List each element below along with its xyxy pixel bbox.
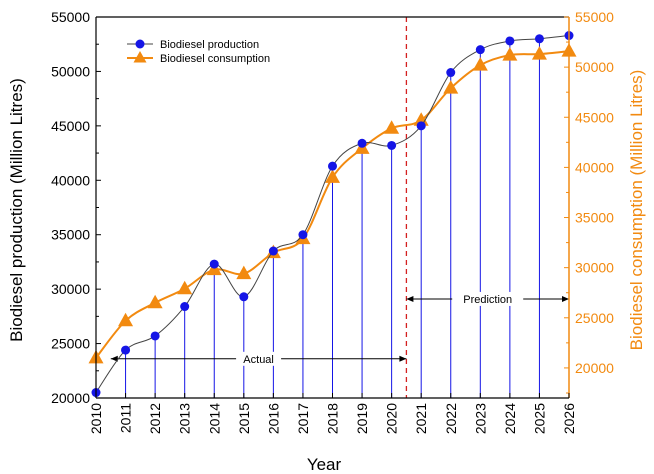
right-tick-label: 35000 bbox=[575, 210, 614, 226]
consumption-point bbox=[413, 112, 429, 126]
left-tick-label: 20000 bbox=[51, 390, 90, 406]
annotation-prediction: Prediction bbox=[406, 291, 569, 306]
x-tick-label: 2016 bbox=[265, 403, 281, 434]
consumption-point bbox=[147, 294, 163, 309]
right-tick-label: 20000 bbox=[575, 360, 614, 376]
x-axis-title: Year bbox=[307, 455, 342, 474]
consumption-point bbox=[177, 280, 193, 295]
production-point bbox=[150, 331, 160, 341]
right-tick-label: 30000 bbox=[575, 260, 614, 276]
production-point bbox=[357, 138, 367, 148]
production-point bbox=[416, 121, 426, 131]
x-tick-label: 2025 bbox=[531, 403, 547, 434]
production-point bbox=[328, 161, 337, 171]
left-tick-label: 30000 bbox=[51, 281, 90, 297]
production-point bbox=[121, 345, 131, 355]
annotation-label-bg bbox=[452, 291, 524, 306]
right-tick-label: 25000 bbox=[575, 310, 614, 326]
production-point bbox=[534, 34, 544, 44]
x-tick-label: 2014 bbox=[206, 403, 222, 434]
production-point bbox=[209, 259, 219, 269]
left-y-axis: 20000 25000 30000 35000 40000 45000 50000 55000 bbox=[51, 9, 101, 406]
annotation-arrowhead bbox=[562, 295, 569, 302]
right-tick-label: 50000 bbox=[575, 59, 614, 75]
legend-production-label: Biodiesel production bbox=[160, 39, 259, 51]
production-point bbox=[387, 140, 397, 150]
consumption-point bbox=[118, 312, 134, 327]
production-point bbox=[298, 230, 308, 240]
consumption-point bbox=[236, 265, 252, 280]
x-tick-label: 2022 bbox=[443, 403, 459, 434]
right-tick-label: 55000 bbox=[575, 9, 614, 25]
right-y-axis-title: Biodiesel consumption (Million Litres) bbox=[627, 70, 646, 351]
consumption-point bbox=[325, 169, 340, 183]
x-tick-label: 2011 bbox=[118, 403, 134, 433]
production-point bbox=[475, 45, 485, 55]
production-point bbox=[446, 68, 456, 78]
plot-area: Actual Prediction bbox=[88, 16, 577, 398]
consumption-point bbox=[531, 46, 547, 60]
x-tick-label: 2010 bbox=[88, 403, 104, 434]
annotation-label: Prediction bbox=[463, 294, 512, 306]
left-tick-label: 40000 bbox=[51, 172, 90, 188]
left-tick-label: 55000 bbox=[51, 9, 90, 25]
legend-consumption-marker bbox=[133, 51, 147, 63]
consumption-point bbox=[443, 80, 459, 94]
right-tick-label: 40000 bbox=[575, 159, 614, 175]
production-point bbox=[239, 292, 249, 302]
left-y-axis-title: Biodiesel production (Million Litres) bbox=[7, 78, 26, 342]
x-tick-label: 2023 bbox=[472, 403, 488, 434]
x-tick-label: 2019 bbox=[354, 403, 370, 434]
x-axis: 2010 2011 2012 2013 2014 2015 2016 2017 2018 2019… bbox=[88, 393, 577, 434]
left-tick-label: 45000 bbox=[51, 118, 90, 134]
x-tick-label: 2017 bbox=[295, 403, 311, 434]
x-tick-label: 2018 bbox=[325, 403, 341, 434]
x-tick-label: 2026 bbox=[561, 403, 577, 434]
annotation-arrowhead bbox=[110, 355, 118, 362]
annotation-label: Actual bbox=[243, 354, 274, 366]
right-y-axis: 20000 25000 30000 35000 40000 45000 50000 55000 bbox=[564, 9, 614, 398]
legend-consumption-label: Biodiesel consumption bbox=[160, 53, 270, 65]
left-tick-label: 35000 bbox=[51, 227, 90, 243]
legend-production-marker bbox=[135, 39, 145, 49]
production-point bbox=[505, 36, 515, 46]
left-tick-label: 50000 bbox=[51, 63, 90, 79]
annotation-arrowhead bbox=[406, 295, 414, 302]
left-tick-label: 25000 bbox=[51, 336, 90, 352]
x-tick-label: 2013 bbox=[177, 403, 193, 434]
production-point bbox=[268, 246, 278, 256]
production-point bbox=[180, 302, 190, 312]
x-tick-label: 2020 bbox=[384, 403, 400, 434]
consumption-point bbox=[502, 47, 518, 61]
right-tick-label: 45000 bbox=[575, 109, 614, 125]
annotation-label-bg bbox=[236, 351, 282, 366]
annotation-actual: Actual bbox=[110, 351, 407, 366]
x-tick-label: 2012 bbox=[147, 403, 163, 434]
annotation-arrowhead bbox=[399, 355, 407, 362]
legend: Biodiesel production Biodiesel consumptio… bbox=[127, 39, 270, 65]
x-tick-label: 2021 bbox=[413, 403, 429, 434]
x-tick-label: 2015 bbox=[236, 403, 252, 434]
x-tick-label: 2024 bbox=[502, 403, 518, 434]
consumption-point bbox=[384, 120, 400, 134]
consumption-point bbox=[472, 57, 488, 71]
